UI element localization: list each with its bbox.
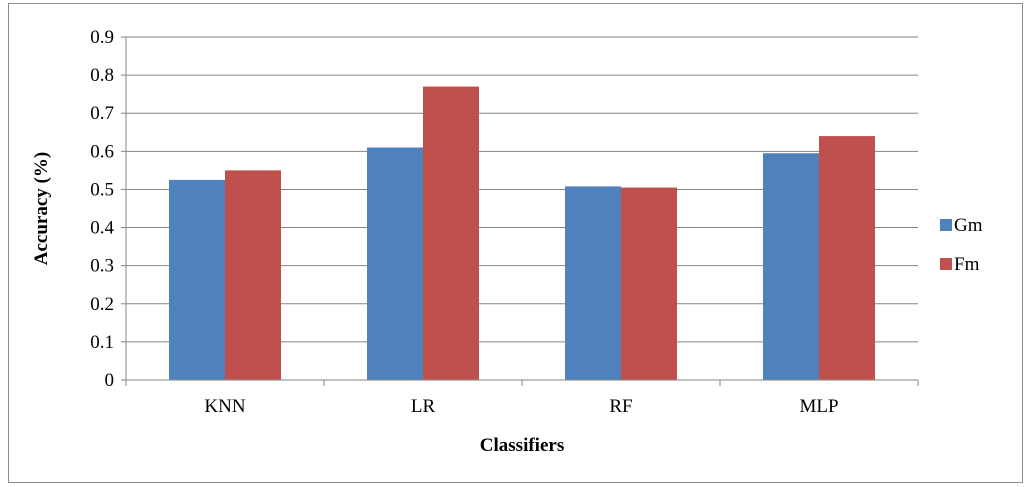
bars bbox=[169, 86, 875, 381]
y-tick-labels: 0 0.1 0.2 0.3 0.4 0.5 0.6 0.7 0.8 0.9 bbox=[90, 27, 114, 391]
bar-fm-knn bbox=[225, 170, 281, 380]
y-tick-label: 0.9 bbox=[90, 27, 114, 48]
y-tick-label: 0.4 bbox=[90, 218, 114, 239]
legend-swatch bbox=[940, 258, 952, 270]
bar-gm-knn bbox=[169, 179, 225, 380]
legend: Gm Fm bbox=[940, 215, 983, 275]
y-tick-label: 0.3 bbox=[90, 256, 114, 277]
y-tick-label: 0.7 bbox=[90, 103, 114, 124]
y-tick-label: 0.5 bbox=[90, 179, 114, 200]
bar-gm-rf bbox=[565, 186, 621, 380]
bar-gm-mlp bbox=[763, 153, 819, 380]
bar-gm-lr bbox=[367, 147, 423, 380]
x-category-label: MLP bbox=[799, 396, 838, 417]
legend-swatch bbox=[940, 219, 952, 231]
bar-fm-lr bbox=[423, 86, 479, 381]
y-axis-title: Accuracy (%) bbox=[31, 152, 52, 265]
x-category-label: RF bbox=[609, 396, 632, 417]
y-tick-label: 0.2 bbox=[90, 294, 114, 315]
legend-label: Gm bbox=[954, 215, 983, 236]
axes bbox=[125, 37, 918, 381]
legend-label: Fm bbox=[954, 254, 980, 275]
bar-fm-mlp bbox=[819, 136, 875, 380]
y-tick-label: 0 bbox=[105, 370, 115, 391]
y-tick-label: 0.8 bbox=[90, 65, 114, 86]
x-category-label: LR bbox=[411, 396, 436, 417]
x-category-label: KNN bbox=[204, 396, 245, 417]
y-tick-label: 0.6 bbox=[90, 141, 114, 162]
y-tick-label: 0.1 bbox=[90, 332, 114, 353]
x-category-labels: KNN LR RF MLP bbox=[204, 396, 838, 417]
bar-fm-rf bbox=[621, 187, 677, 380]
x-axis-title: Classifiers bbox=[480, 435, 564, 456]
